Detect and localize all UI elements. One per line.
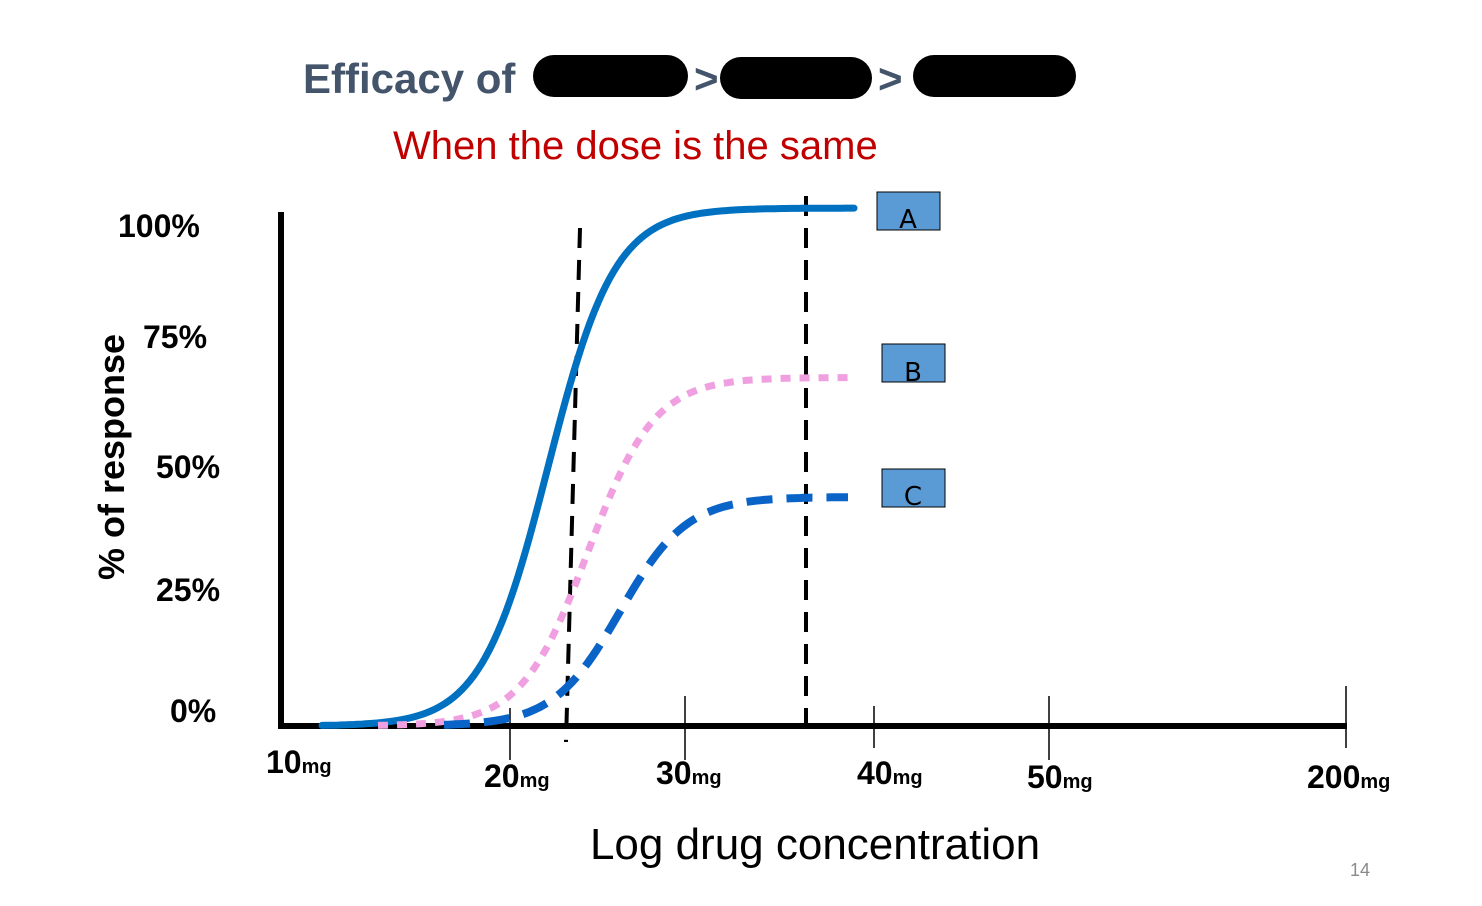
redaction-block-3 — [913, 55, 1076, 97]
slide-title-prefix: Efficacy of — [303, 55, 516, 102]
x-tick-label-200: 200mg — [1307, 759, 1390, 795]
y-tick-label-75: 75% — [143, 319, 207, 355]
redaction-block-2 — [720, 57, 872, 99]
series-a-label-box — [876, 191, 941, 231]
series-c-label: C — [904, 482, 922, 512]
series-b-curve — [377, 374, 854, 729]
x-tick-label-20: 20mg — [484, 758, 550, 794]
x-tick-label-10: 10mg — [266, 744, 332, 780]
redaction-block-1 — [533, 55, 688, 97]
series-a-curve — [318, 204, 858, 729]
title-separator-1: > — [694, 55, 719, 102]
x-tick-label-50: 50mg — [1027, 759, 1093, 795]
x-tick-label-30: 30mg — [656, 755, 722, 791]
y-tick-label-25: 25% — [156, 572, 220, 608]
series-b-label-box — [881, 343, 946, 383]
slide-subtitle: When the dose is the same — [393, 124, 878, 168]
reference-line-ec50 — [564, 227, 582, 743]
y-tick-label-100: 100% — [118, 208, 200, 244]
y-tick-label-0: 0% — [170, 693, 216, 729]
title-separator-2: > — [878, 55, 903, 102]
y-axis-label: % of response — [91, 334, 132, 580]
x-tick-label-40: 40mg — [857, 755, 923, 791]
series-a-label: A — [899, 205, 917, 235]
series-c-label-box — [881, 468, 946, 508]
x-axis-label: Log drug concentration — [590, 820, 1040, 869]
y-tick-label-50: 50% — [156, 449, 220, 485]
series-b-label: B — [904, 358, 922, 388]
page-number: 14 — [1350, 860, 1370, 880]
